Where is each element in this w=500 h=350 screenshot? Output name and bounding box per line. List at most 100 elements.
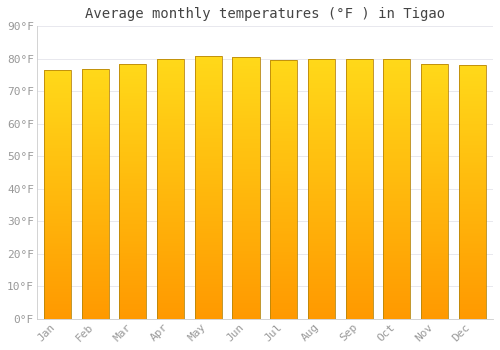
Bar — [232, 64, 260, 66]
Bar — [232, 122, 260, 124]
Bar — [346, 146, 372, 147]
Bar — [421, 293, 448, 295]
Bar — [44, 148, 71, 150]
Bar — [194, 136, 222, 138]
Bar — [157, 111, 184, 113]
Bar — [120, 166, 146, 167]
Bar — [384, 236, 410, 237]
Bar — [232, 198, 260, 200]
Bar — [82, 302, 109, 304]
Bar — [308, 220, 335, 222]
Bar — [120, 106, 146, 108]
Bar — [194, 224, 222, 226]
Bar — [157, 312, 184, 314]
Bar — [194, 293, 222, 294]
Bar — [194, 63, 222, 64]
Bar — [458, 101, 486, 103]
Bar — [82, 195, 109, 197]
Bar — [82, 240, 109, 242]
Bar — [458, 236, 486, 238]
Bar — [44, 150, 71, 152]
Bar — [384, 192, 410, 194]
Bar — [120, 117, 146, 118]
Bar — [120, 208, 146, 210]
Bar — [458, 87, 486, 89]
Bar — [194, 275, 222, 277]
Bar — [44, 87, 71, 89]
Bar — [120, 240, 146, 242]
Bar — [421, 222, 448, 224]
Bar — [194, 126, 222, 127]
Bar — [308, 123, 335, 125]
Bar — [157, 71, 184, 73]
Bar — [308, 184, 335, 186]
Bar — [458, 187, 486, 189]
Bar — [120, 184, 146, 186]
Bar — [421, 64, 448, 65]
Bar — [270, 269, 297, 271]
Bar — [82, 100, 109, 102]
Bar — [270, 184, 297, 186]
Bar — [194, 233, 222, 234]
Bar — [270, 126, 297, 128]
Bar — [346, 250, 372, 251]
Bar — [157, 113, 184, 114]
Bar — [157, 140, 184, 142]
Bar — [120, 258, 146, 259]
Bar — [458, 246, 486, 248]
Bar — [157, 293, 184, 295]
Bar — [421, 270, 448, 271]
Bar — [346, 119, 372, 121]
Bar — [421, 310, 448, 312]
Bar — [308, 95, 335, 97]
Bar — [120, 254, 146, 256]
Bar — [194, 243, 222, 245]
Bar — [82, 257, 109, 259]
Bar — [194, 158, 222, 159]
Bar — [157, 253, 184, 255]
Bar — [82, 144, 109, 145]
Bar — [308, 289, 335, 291]
Bar — [157, 184, 184, 186]
Bar — [232, 145, 260, 146]
Bar — [458, 287, 486, 288]
Bar — [232, 62, 260, 64]
Bar — [346, 281, 372, 282]
Bar — [308, 264, 335, 265]
Bar — [157, 250, 184, 251]
Bar — [194, 163, 222, 164]
Bar — [157, 118, 184, 119]
Bar — [157, 215, 184, 217]
Bar — [157, 159, 184, 161]
Bar — [270, 267, 297, 269]
Bar — [346, 154, 372, 156]
Bar — [82, 125, 109, 127]
Bar — [44, 140, 71, 141]
Bar — [44, 299, 71, 301]
Bar — [232, 286, 260, 287]
Bar — [82, 199, 109, 201]
Bar — [384, 123, 410, 125]
Bar — [270, 81, 297, 83]
Bar — [346, 189, 372, 190]
Bar — [421, 229, 448, 230]
Bar — [458, 265, 486, 266]
Bar — [44, 289, 71, 291]
Bar — [120, 140, 146, 142]
Bar — [308, 153, 335, 154]
Bar — [194, 236, 222, 238]
Bar — [44, 208, 71, 209]
Bar — [82, 317, 109, 319]
Bar — [270, 91, 297, 93]
Bar — [421, 86, 448, 88]
Bar — [44, 193, 71, 195]
Bar — [120, 256, 146, 258]
Bar — [458, 97, 486, 99]
Bar — [232, 94, 260, 96]
Bar — [232, 284, 260, 286]
Bar — [308, 190, 335, 192]
Bar — [120, 251, 146, 253]
Bar — [308, 121, 335, 123]
Bar — [346, 305, 372, 307]
Bar — [194, 94, 222, 96]
